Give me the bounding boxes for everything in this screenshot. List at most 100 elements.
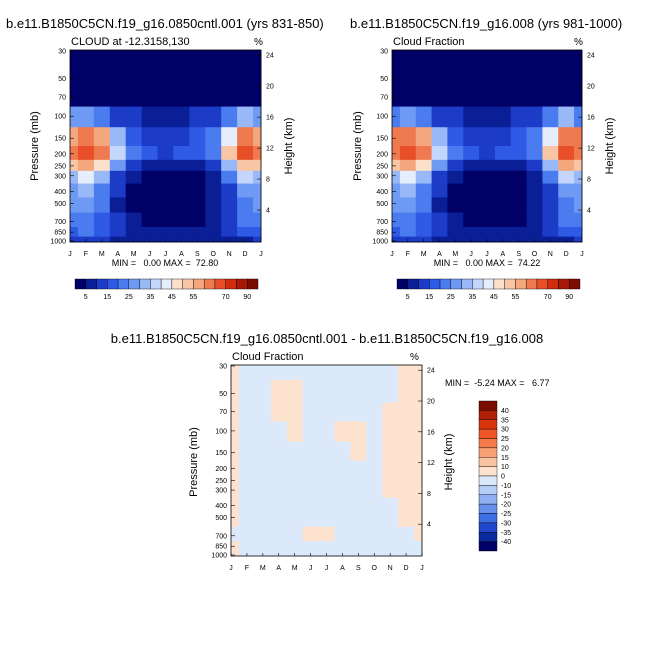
panel-2-height-axis-label: Height (km) [604, 118, 616, 175]
heatmap-cell [253, 50, 262, 66]
heatmap-cell [93, 212, 111, 228]
heatmap-cell [414, 365, 423, 381]
heatmap-cell [398, 379, 415, 403]
heatmap-cell [447, 64, 464, 89]
heatmap-cell [70, 106, 79, 128]
heatmap-cell [221, 226, 238, 237]
heatmap-cell [463, 87, 480, 107]
heatmap-cell [334, 474, 351, 486]
colorbar-swatch [236, 278, 248, 290]
heatmap-cell [447, 50, 464, 66]
month-tick-label: A [437, 251, 442, 258]
month-tick-label: D [243, 251, 248, 258]
heatmap-cell [526, 106, 543, 128]
heatmap-cell [494, 127, 512, 147]
heatmap-cell [366, 441, 383, 461]
heatmap-cell [494, 146, 512, 161]
heatmap-cell [237, 50, 254, 66]
heatmap-cell [318, 460, 335, 475]
heatmap-cell [463, 197, 480, 213]
heatmap-cell [221, 170, 238, 184]
heatmap-cell [479, 159, 496, 172]
heatmap-cell [189, 212, 206, 228]
colorbar-label: 35 [468, 294, 476, 301]
heatmap-cell [125, 183, 143, 198]
colorbar-label: 70 [222, 294, 230, 301]
heatmap-cell [414, 511, 423, 528]
heatmap-cell [463, 183, 480, 198]
heatmap-cell [93, 127, 111, 147]
heatmap-cell [318, 485, 335, 499]
heatmap-cell [398, 365, 415, 381]
heatmap-cell [231, 485, 240, 499]
colorbar-label: 15 [501, 455, 509, 462]
heatmap-cell [173, 159, 190, 172]
colorbar-swatch [478, 457, 498, 467]
heatmap-cell [221, 87, 238, 107]
height-tick-label: 8 [427, 491, 431, 498]
heatmap-cell [231, 441, 240, 461]
heatmap-cell [238, 365, 256, 381]
heatmap-cell [414, 441, 423, 461]
heatmap-cell [237, 106, 254, 128]
heatmap-cell [526, 197, 543, 213]
heatmap-cell [70, 183, 79, 198]
pressure-tick-label: 500 [54, 201, 66, 208]
heatmap-cell [238, 402, 256, 422]
heatmap-cell [157, 159, 174, 172]
month-tick-label: N [548, 251, 553, 258]
heatmap-cell [382, 421, 399, 443]
heatmap-cell [237, 197, 254, 213]
panel-2-pressure-axis-label: Pressure (mb) [352, 111, 364, 181]
heatmap-cell [77, 159, 95, 172]
heatmap-cell [318, 441, 335, 461]
colorbar-swatch [418, 278, 430, 290]
heatmap-cell [318, 474, 335, 486]
heatmap-cell [574, 170, 583, 184]
heatmap-cell [431, 170, 448, 184]
height-tick-label: 12 [587, 146, 595, 153]
colorbar-swatch [478, 466, 498, 477]
heatmap-cell [109, 146, 127, 161]
month-tick-label: M [131, 251, 137, 258]
heatmap-cell [302, 441, 319, 461]
heatmap-cell [350, 474, 367, 486]
heatmap-cell [526, 212, 543, 228]
heatmap-cell [366, 460, 383, 475]
heatmap-cell [125, 87, 143, 107]
heatmap-cell [382, 379, 399, 403]
heatmap-cell [558, 183, 575, 198]
colorbar-label: 40 [501, 408, 509, 415]
heatmap-cell [253, 183, 262, 198]
heatmap-cell [415, 127, 432, 147]
heatmap-cell [270, 460, 288, 475]
month-tick-label: M [260, 565, 266, 572]
panel-2-title: b.e11.B1850C5CN.f19_g16.008 (yrs 981-100… [350, 16, 622, 31]
heatmap-cell [173, 64, 190, 89]
heatmap-cell [157, 50, 174, 66]
heatmap-cell [366, 511, 383, 528]
heatmap-cell [334, 526, 351, 542]
heatmap-cell [77, 183, 95, 198]
month-tick-label: J [420, 565, 424, 572]
heatmap-cell [238, 497, 256, 513]
heatmap-cell [254, 365, 272, 381]
heatmap-cell [510, 197, 527, 213]
heatmap-cell [238, 441, 256, 461]
heatmap-cell [318, 497, 335, 513]
heatmap-cell [205, 226, 222, 237]
heatmap-cell [574, 226, 583, 237]
heatmap-cell [510, 64, 527, 89]
pressure-tick-label: 700 [54, 219, 66, 226]
height-tick-label: 4 [427, 522, 431, 529]
panel-2: b.e11.B1850C5CN.f19_g16.008 (yrs 981-100… [350, 16, 622, 301]
month-tick-label: A [179, 251, 184, 258]
height-tick-label: 12 [427, 460, 435, 467]
heatmap-cell [286, 485, 304, 499]
heatmap-cell [254, 460, 272, 475]
pressure-tick-label: 200 [54, 151, 66, 158]
heatmap-cell [286, 497, 304, 513]
heatmap-cell [157, 212, 174, 228]
heatmap-cell [398, 526, 415, 542]
heatmap-cell [221, 197, 238, 213]
